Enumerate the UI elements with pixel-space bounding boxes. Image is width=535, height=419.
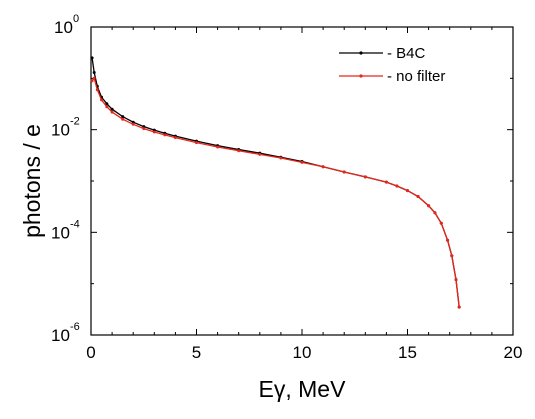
- data-point-no-filter: [454, 278, 458, 282]
- data-point-no-filter: [427, 204, 431, 208]
- series-line-b4c: [91, 57, 460, 308]
- legend-label-no-filter: - no filter: [387, 68, 445, 85]
- data-point-no-filter: [384, 180, 388, 184]
- legend-label-b4c: - B4C: [387, 45, 426, 62]
- x-tick-label: 15: [398, 343, 417, 362]
- svg-text:-2: -2: [70, 116, 80, 128]
- data-point-no-filter: [131, 122, 135, 126]
- svg-text:-4: -4: [70, 218, 80, 230]
- data-point-no-filter: [152, 130, 156, 134]
- y-tick-label: 10 -6: [51, 321, 80, 345]
- y-tick-label: 10 0: [54, 13, 79, 37]
- data-point-b4c: [131, 120, 135, 124]
- data-point-no-filter: [363, 175, 367, 179]
- data-point-b4c: [110, 107, 114, 111]
- x-tick-label: 0: [86, 343, 95, 362]
- data-point-no-filter: [95, 88, 99, 92]
- data-point-no-filter: [450, 254, 454, 258]
- data-point-no-filter: [173, 136, 177, 140]
- data-point-b4c: [105, 102, 109, 106]
- data-point-no-filter: [90, 79, 94, 83]
- data-point-no-filter: [258, 152, 262, 156]
- x-tick-label: 10: [293, 343, 312, 362]
- data-point-no-filter: [216, 145, 220, 149]
- data-point-no-filter: [300, 160, 304, 164]
- axis-ticks: [90, 26, 514, 336]
- data-point-no-filter: [433, 211, 437, 215]
- svg-text:10: 10: [54, 18, 73, 37]
- data-point-no-filter: [439, 221, 443, 225]
- svg-text:10: 10: [51, 121, 70, 140]
- legend-marker-b4c: [359, 51, 363, 55]
- x-tick-label: 20: [504, 343, 523, 362]
- data-point-no-filter: [395, 184, 399, 188]
- legend: - B4C - no filter: [339, 45, 445, 85]
- legend-marker-no-filter: [359, 74, 363, 78]
- data-point-no-filter: [100, 98, 103, 102]
- data-point-no-filter: [321, 165, 325, 169]
- data-point-b4c: [92, 71, 96, 74]
- data-point-no-filter: [110, 110, 114, 114]
- svg-text:10: 10: [51, 326, 70, 345]
- data-point-no-filter: [342, 170, 346, 174]
- data-point-no-filter: [279, 156, 283, 160]
- y-tick-label: 10 -4: [51, 218, 80, 242]
- x-tick-label: 5: [192, 343, 201, 362]
- data-point-no-filter: [195, 141, 198, 145]
- data-point-no-filter: [237, 149, 241, 153]
- series-line-no-filter: [91, 76, 460, 308]
- data-point-no-filter: [457, 305, 461, 309]
- data-point-no-filter: [105, 105, 109, 109]
- data-point-no-filter: [142, 127, 146, 131]
- svg-text:10: 10: [51, 223, 70, 242]
- x-axis-label: Eγ, MeV: [259, 376, 347, 402]
- data-point-b4c: [90, 56, 94, 60]
- data-point-no-filter: [163, 133, 167, 137]
- plot-frame: [90, 26, 514, 336]
- data-point-b4c: [121, 115, 125, 119]
- y-axis-label: photons / e: [19, 124, 45, 238]
- data-point-no-filter: [416, 195, 420, 198]
- data-point-no-filter: [121, 117, 125, 121]
- data-point-no-filter: [406, 189, 409, 193]
- data-point-no-filter: [92, 76, 96, 80]
- svg-text:-6: -6: [70, 321, 80, 333]
- series-lines: [90, 56, 461, 309]
- y-tick-label: 10 -2: [51, 116, 80, 140]
- svg-text:0: 0: [73, 13, 79, 25]
- data-point-no-filter: [446, 238, 450, 242]
